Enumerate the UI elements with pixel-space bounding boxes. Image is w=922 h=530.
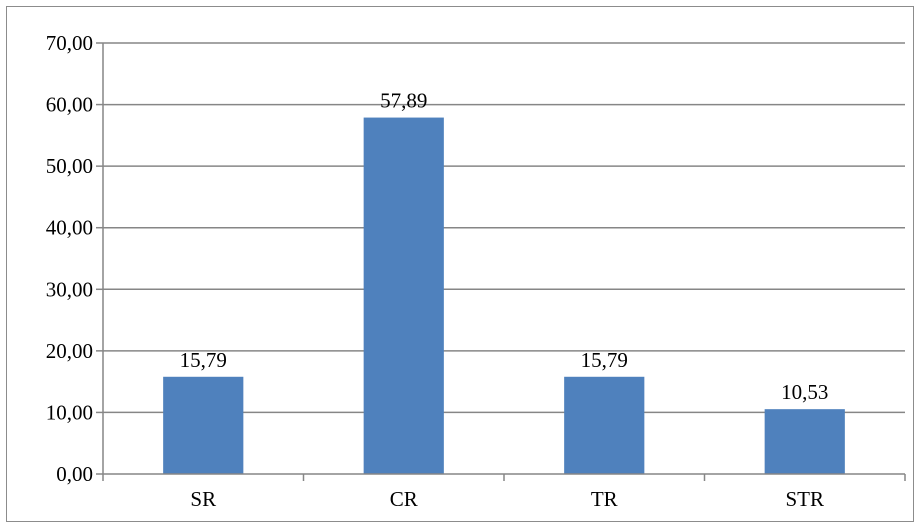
bar-cr bbox=[363, 117, 444, 475]
category-label: TR bbox=[591, 487, 618, 511]
data-label: 10,53 bbox=[781, 380, 828, 404]
y-tick-label: 60,00 bbox=[46, 93, 93, 117]
y-tick-label: 40,00 bbox=[46, 216, 93, 240]
bar-tr bbox=[564, 376, 645, 474]
bar-chart: 0,00 10,00 20,00 30,00 40,00 50,00 60,00 70,00 1… bbox=[46, 31, 906, 511]
data-label: 57,89 bbox=[380, 89, 427, 113]
axes bbox=[96, 42, 906, 481]
chart-frame: 0,00 10,00 20,00 30,00 40,00 50,00 60,00 70,00 1… bbox=[6, 6, 914, 522]
gridlines bbox=[103, 42, 905, 414]
bar-sr bbox=[163, 376, 244, 474]
y-tick-label: 0,00 bbox=[56, 462, 93, 486]
y-tick-label: 70,00 bbox=[46, 31, 93, 55]
bar-str bbox=[764, 409, 845, 474]
y-tick-label: 50,00 bbox=[46, 154, 93, 178]
category-label: STR bbox=[785, 487, 824, 511]
category-label: SR bbox=[190, 487, 216, 511]
category-label: CR bbox=[390, 487, 418, 511]
y-tick-label: 10,00 bbox=[46, 400, 93, 424]
y-tick-label: 30,00 bbox=[46, 277, 93, 301]
data-label: 15,79 bbox=[581, 348, 628, 372]
y-tick-label: 20,00 bbox=[46, 339, 93, 363]
data-label: 15,79 bbox=[180, 348, 227, 372]
labels: 0,00 10,00 20,00 30,00 40,00 50,00 60,00 70,00 1… bbox=[46, 31, 829, 511]
bars bbox=[163, 117, 845, 475]
